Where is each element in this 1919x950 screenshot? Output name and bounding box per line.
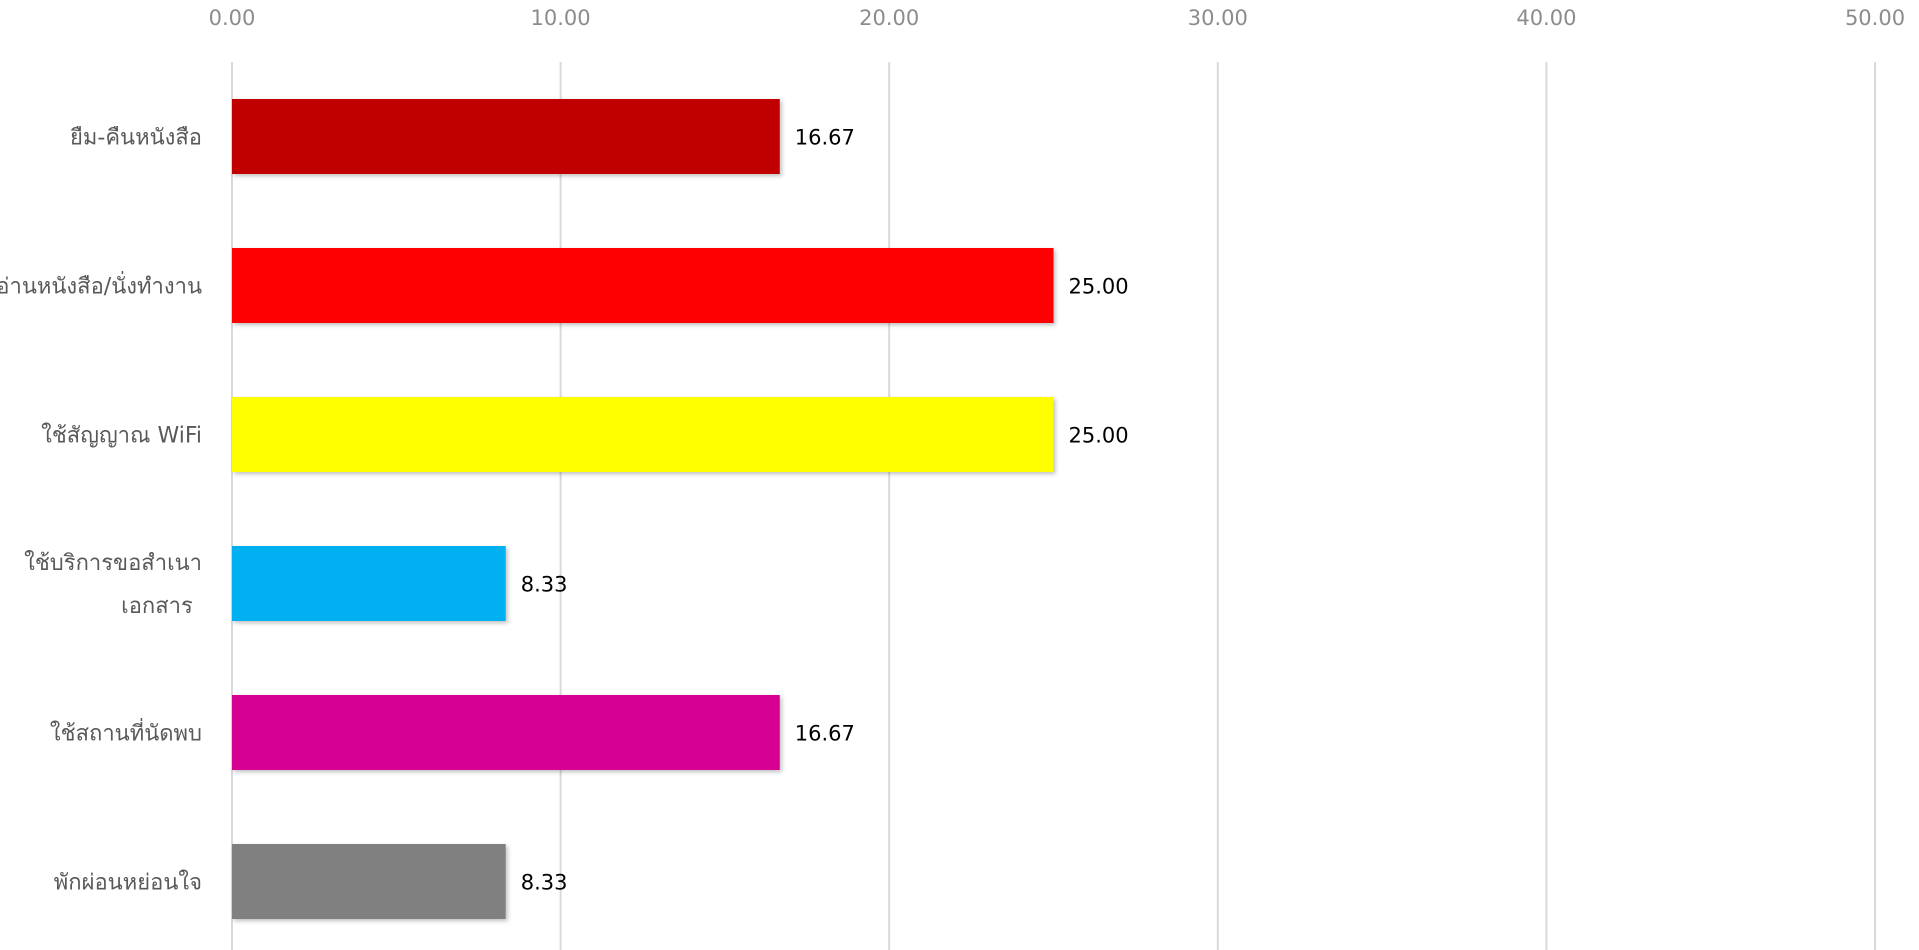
gridlines bbox=[231, 62, 1876, 950]
category-label: ใช้สัญญาณ WiFi bbox=[41, 423, 202, 449]
category-label: ยืม-คืนหนังสือ bbox=[70, 126, 202, 151]
data-label: 16.67 bbox=[795, 722, 855, 746]
category-label: พักผ่อนหย่อนใจ bbox=[54, 870, 202, 896]
x-tick-label: 40.00 bbox=[1516, 6, 1576, 30]
bar bbox=[232, 248, 1054, 323]
bar bbox=[232, 844, 506, 919]
x-tick-label: 0.00 bbox=[209, 6, 256, 30]
data-label: 25.00 bbox=[1069, 275, 1129, 299]
category-labels: ยืม-คืนหนังสืออ่านหนังสือ/นั่งทำงานใช้สั… bbox=[0, 126, 202, 896]
bars bbox=[232, 99, 1054, 919]
data-label: 25.00 bbox=[1069, 424, 1129, 448]
category-label: ใช้บริการขอสำเนา bbox=[24, 550, 202, 576]
bar bbox=[232, 546, 506, 621]
x-axis-tick-labels: 0.00 10.00 20.00 30.00 40.00 50.00 bbox=[209, 6, 1905, 30]
category-label: ใช้สถานที่นัดพบ bbox=[50, 718, 202, 747]
x-tick-label: 50.00 bbox=[1845, 6, 1905, 30]
bar bbox=[232, 397, 1054, 472]
bar bbox=[232, 99, 780, 174]
x-tick-label: 30.00 bbox=[1188, 6, 1248, 30]
data-label: 8.33 bbox=[521, 573, 568, 597]
bar bbox=[232, 695, 780, 770]
data-label: 16.67 bbox=[795, 126, 855, 150]
x-tick-label: 10.00 bbox=[531, 6, 591, 30]
category-label: อ่านหนังสือ/นั่งทำงาน bbox=[0, 271, 202, 300]
data-labels: 16.67 25.00 25.00 8.33 16.67 8.33 bbox=[521, 126, 1129, 895]
data-label: 8.33 bbox=[521, 871, 568, 895]
x-tick-label: 20.00 bbox=[859, 6, 919, 30]
category-label: เอกสาร bbox=[121, 594, 193, 619]
